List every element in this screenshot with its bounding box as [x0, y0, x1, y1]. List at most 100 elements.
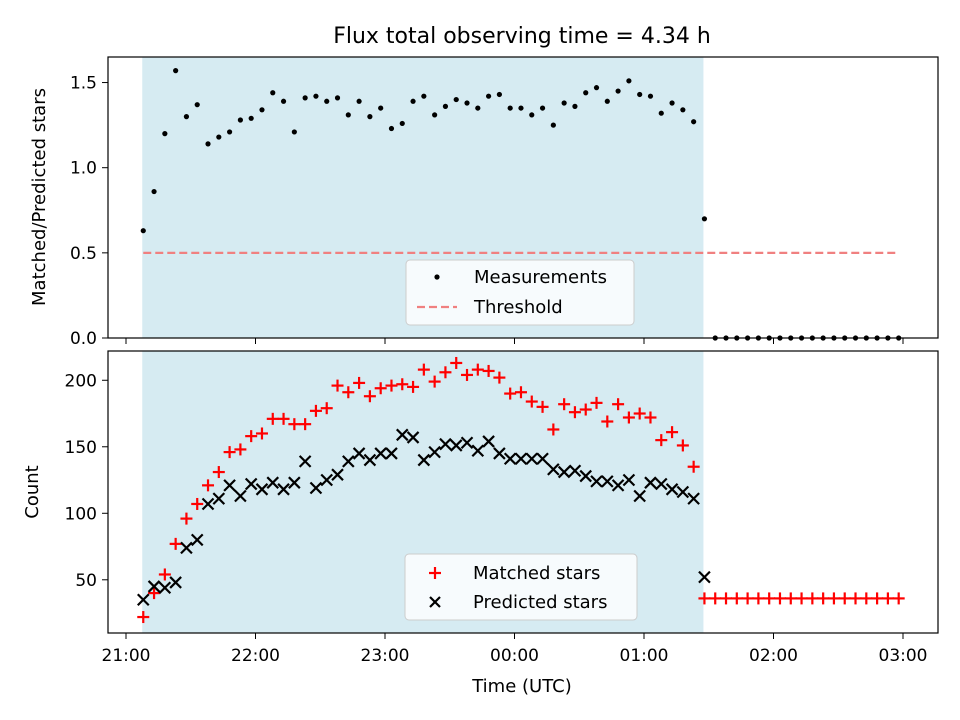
- measurement-point: [701, 216, 708, 222]
- matched-star-point: [407, 380, 420, 393]
- matched-star-point: [277, 412, 290, 425]
- matched-star-point: [547, 423, 560, 436]
- y-tick-label: 0.5: [70, 244, 97, 264]
- predicted-star-point: [180, 541, 193, 555]
- predicted-star-point: [212, 492, 226, 505]
- counts-panel: 50 100 150 200 21:00 22:00 23:00 00:00 01:00 02:…: [22, 350, 939, 697]
- matched-star-point: [676, 439, 689, 452]
- matched-star-point: [881, 592, 894, 605]
- measurement-point: [227, 129, 233, 135]
- chart-title: Flux total observing time = 4.34 h: [333, 24, 711, 49]
- y-tick-label: 50: [75, 571, 97, 591]
- predicted-star-point: [557, 465, 571, 479]
- predicted-star-point: [277, 483, 290, 496]
- matched-star-point: [579, 403, 592, 416]
- matched-star-point: [741, 592, 754, 605]
- measurement-point: [421, 93, 427, 99]
- predicted-star-point: [525, 452, 539, 466]
- x-tick-label: 21:00: [102, 646, 151, 666]
- ratio-panel-frame: [107, 56, 939, 339]
- legend-predicted-label: Predicted stars: [473, 592, 607, 613]
- predicted-star-point: [568, 464, 582, 477]
- legend-measurements-label: Measurements: [474, 267, 607, 288]
- matched-star-point: [137, 611, 150, 624]
- matched-star-point: [299, 418, 312, 431]
- predicted-star-point: [288, 476, 301, 489]
- measurement-point: [572, 103, 578, 109]
- predicted-star-point: [374, 447, 387, 460]
- predicted-star-point: [676, 485, 690, 499]
- measurement-point: [183, 114, 190, 120]
- matched-star-point: [245, 430, 258, 443]
- matched-star-point: [504, 387, 517, 400]
- predicted-star-point: [687, 492, 700, 505]
- measurement-point: [388, 125, 395, 132]
- predicted-star-point: [385, 447, 398, 460]
- predicted-star-point: [698, 570, 711, 584]
- matched-star-point: [709, 592, 722, 605]
- predicted-star-point: [503, 452, 517, 466]
- predicted-star-point: [579, 469, 593, 483]
- ratio-y-axis-label: Matched/Predicted stars: [29, 88, 50, 306]
- matched-star-point: [342, 386, 355, 399]
- predicted-star-point: [169, 576, 182, 589]
- matched-star-point: [763, 592, 776, 605]
- predicted-star-point: [601, 475, 614, 488]
- matched-star-point: [234, 443, 247, 456]
- predicted-star-point: [590, 475, 603, 488]
- measurement-point: [151, 188, 157, 195]
- measurement-point: [464, 100, 470, 106]
- matched-star-point: [212, 466, 225, 479]
- matched-star-point: [417, 363, 430, 376]
- matched-star-point: [266, 412, 279, 425]
- matched-star-point: [180, 512, 193, 525]
- predicted-star-point: [406, 431, 420, 444]
- measurement-point: [237, 117, 243, 123]
- matched-star-point: [698, 592, 711, 605]
- measurement-point: [140, 228, 146, 234]
- matched-star-point: [806, 592, 819, 605]
- predicted-star-point: [514, 452, 528, 466]
- predicted-star-point: [536, 452, 549, 466]
- y-tick-label: 1.0: [70, 159, 97, 179]
- measurement-point: [626, 78, 632, 84]
- matched-star-point: [860, 592, 873, 605]
- predicted-star-point: [147, 580, 161, 593]
- measurement-point: [561, 100, 567, 106]
- x-tick-label: 22:00: [231, 646, 280, 666]
- matched-star-point: [396, 378, 409, 391]
- measurement-point: [604, 98, 610, 104]
- predicted-star-point: [352, 447, 366, 460]
- measurement-point: [334, 95, 341, 101]
- matched-star-point: [288, 418, 301, 431]
- measurement-point: [453, 96, 459, 103]
- x-tick-label: 23:00: [361, 646, 410, 666]
- measurement-point: [518, 105, 524, 111]
- counts-y-axis-label: Count: [22, 465, 43, 518]
- predicted-star-point: [331, 468, 344, 481]
- x-tick-label: 02:00: [749, 646, 798, 666]
- matched-star-point: [385, 379, 398, 392]
- y-tick-label: 100: [65, 504, 97, 524]
- counts-y-axis: 50 100 150 200: [65, 371, 108, 591]
- matched-star-point: [633, 407, 646, 420]
- predicted-star-point: [342, 455, 355, 468]
- legend-matched-marker: [429, 567, 441, 579]
- measurement-point: [658, 110, 664, 116]
- matched-star-point: [202, 479, 215, 492]
- y-tick-label: 200: [65, 371, 97, 391]
- measurement-point: [302, 95, 308, 101]
- matched-star-point: [223, 446, 236, 459]
- measurement-point: [259, 107, 265, 113]
- matched-star-point: [525, 395, 538, 408]
- counts-legend: Matched stars Predicted stars: [404, 553, 638, 621]
- matched-star-point: [612, 398, 625, 411]
- measurement-point: [669, 100, 675, 106]
- counts-plot-area: [136, 356, 905, 624]
- matched-star-point: [558, 398, 571, 411]
- measurement-point: [647, 93, 654, 99]
- matched-star-point: [720, 592, 733, 605]
- matched-star-point: [158, 568, 171, 581]
- matched-star-point: [644, 411, 657, 424]
- measurement-point: [399, 120, 405, 127]
